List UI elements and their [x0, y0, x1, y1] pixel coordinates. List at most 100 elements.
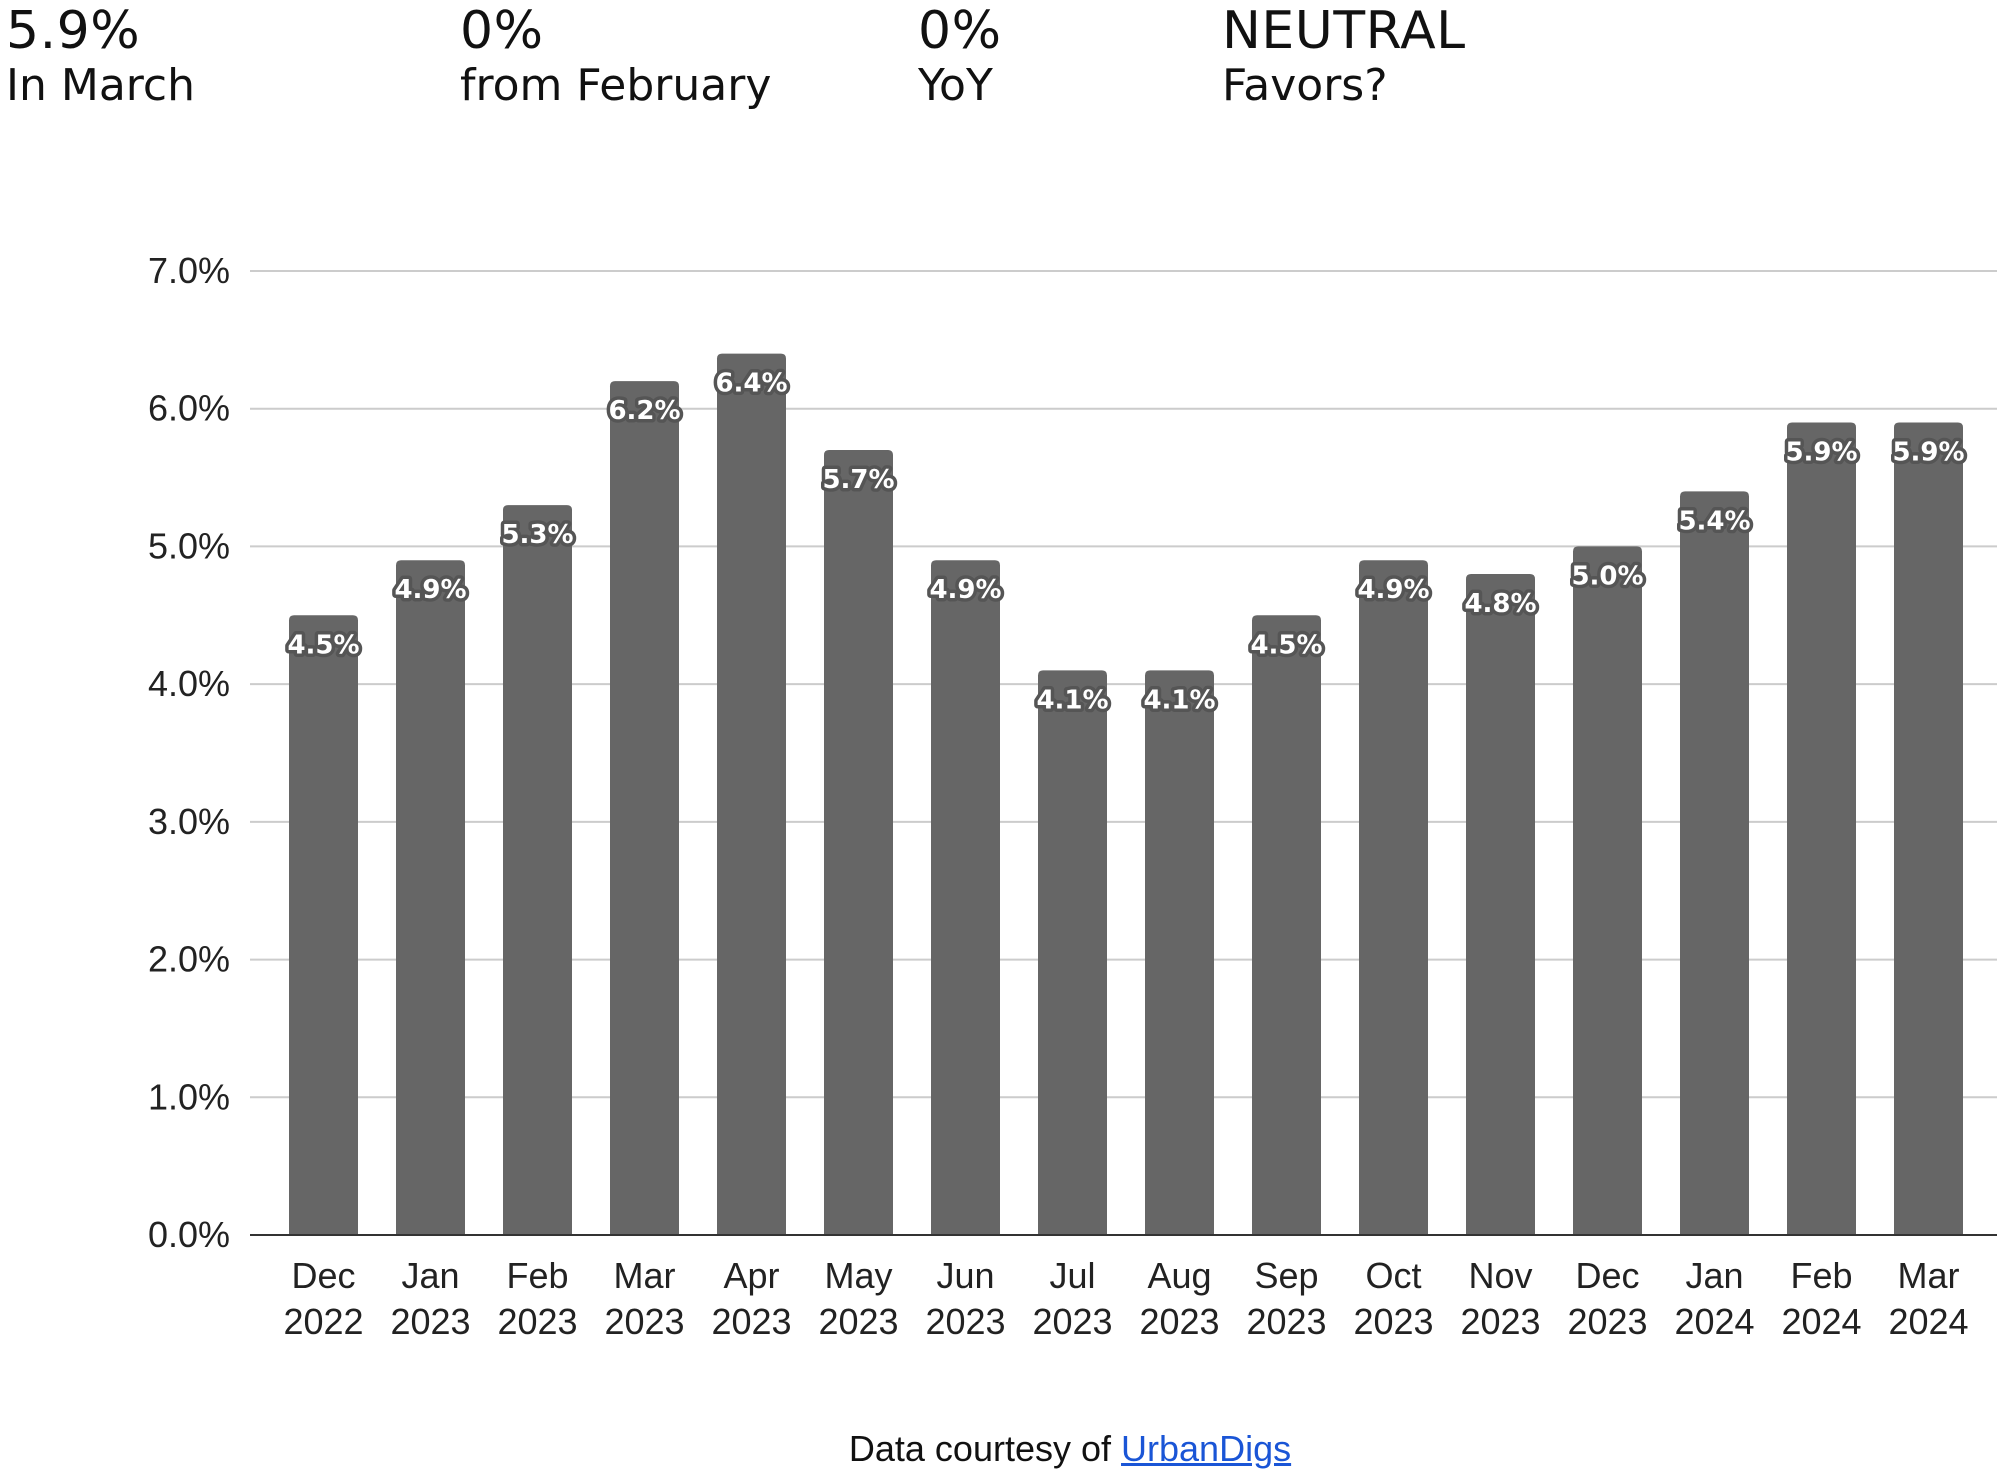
bar [717, 353, 786, 1236]
bar [931, 560, 1000, 1235]
bar-data-label: 6.4% [715, 369, 787, 399]
stat-favors: NEUTRAL Favors? [1222, 2, 1466, 112]
bars [289, 353, 1963, 1236]
bar-label-halo: 5.9% [1785, 437, 1857, 467]
bar-label-halo: 5.4% [1678, 506, 1750, 536]
bar-data-label: 4.1% [1143, 685, 1215, 715]
x-tick-year: 2023 [604, 1301, 684, 1342]
credit-prefix: Data courtesy of [848, 1428, 1112, 1469]
x-tick-month: Feb [506, 1255, 568, 1296]
x-tick-month: Jan [401, 1255, 459, 1296]
bar-data-label: 5.7% [822, 465, 894, 495]
bar-data-label: 5.0% [1571, 561, 1643, 591]
x-tick-year: 2023 [1353, 1301, 1433, 1342]
bar-label-halo: 4.8% [1464, 589, 1536, 619]
x-tick-year: 2023 [1567, 1301, 1647, 1342]
bar-data-label: 4.1% [1036, 685, 1108, 715]
x-tick-month: Oct [1365, 1255, 1421, 1296]
x-tick-year: 2023 [711, 1301, 791, 1342]
bar [396, 560, 465, 1235]
stat-value: 0% [918, 1, 1002, 61]
x-tick-month: May [824, 1255, 892, 1296]
bar-data-label: 4.9% [394, 575, 466, 605]
x-tick-year: 2024 [1674, 1301, 1754, 1342]
bar-label-halo: 5.9% [1892, 437, 1964, 467]
data-credit: Data courtesy of UrbanDigs [0, 1428, 1999, 1470]
stat-month-change: 0% from February [460, 2, 771, 112]
bar [1787, 422, 1856, 1235]
bar-data-label: 5.4% [1678, 506, 1750, 536]
x-axis-ticks: Dec 2022 Jan 2023 Feb 2023 Mar 2023 Apr 2023 May 20… [283, 1255, 1968, 1342]
bar-data-label: 5.3% [501, 520, 573, 550]
y-tick-label: 5.0% [148, 525, 230, 566]
stat-caption: In March [6, 60, 195, 111]
x-tick-month: Jun [936, 1255, 994, 1296]
bar-data-label: 4.9% [1357, 575, 1429, 605]
stat-caption: from February [460, 60, 772, 111]
bar-label-halo: 4.1% [1036, 685, 1108, 715]
stat-value: 5.9% [6, 1, 141, 61]
x-tick-month: Jul [1049, 1255, 1095, 1296]
x-tick-year: 2023 [925, 1301, 1005, 1342]
bar [1466, 573, 1535, 1235]
bar-data-label: 4.8% [1464, 589, 1536, 619]
x-tick-year: 2023 [1460, 1301, 1540, 1342]
bar-label-halo: 4.9% [1357, 575, 1429, 605]
bar-label-halo: 6.2% [608, 396, 680, 426]
y-tick-label: 0.0% [148, 1214, 230, 1255]
x-tick-year: 2023 [497, 1301, 577, 1342]
bar [1252, 615, 1321, 1235]
y-tick-label: 1.0% [148, 1076, 230, 1117]
urbandigs-link[interactable]: UrbanDigs [1121, 1428, 1292, 1469]
bar-data-label: 6.2% [608, 396, 680, 426]
bar-data-label: 4.9% [929, 575, 1001, 605]
x-tick-month: Feb [1790, 1255, 1852, 1296]
x-tick-month: Mar [1898, 1255, 1960, 1296]
x-tick-year: 2024 [1781, 1301, 1861, 1342]
x-tick-year: 2024 [1888, 1301, 1968, 1342]
x-tick-month: Sep [1254, 1255, 1318, 1296]
bar-data-labels: 4.5%4.5%4.9%4.9%5.3%5.3%6.2%6.2%6.4%6.4%… [284, 365, 1968, 719]
y-tick-label: 4.0% [148, 663, 230, 704]
x-tick-month: Dec [1575, 1255, 1639, 1296]
bar [503, 505, 572, 1236]
bar [1573, 546, 1642, 1235]
bar-label-halo: 5.7% [822, 465, 894, 495]
bar [289, 615, 358, 1235]
bar-data-label: 4.5% [1250, 630, 1322, 660]
stat-current-value: 5.9% In March [6, 2, 195, 112]
x-tick-month: Dec [291, 1255, 355, 1296]
y-tick-label: 3.0% [148, 801, 230, 842]
stat-value: NEUTRAL [1222, 1, 1466, 61]
y-tick-label: 7.0% [148, 250, 230, 291]
bar [1359, 560, 1428, 1235]
bar-chart: 0.0% 1.0% 2.0% 3.0% 4.0% 5.0% 6.0% 7.0% 4.5% 4.5… [148, 250, 1997, 1342]
stat-caption: YoY [918, 60, 993, 111]
stat-value: 0% [460, 1, 544, 61]
x-tick-month: Aug [1147, 1255, 1211, 1296]
x-tick-month: Nov [1468, 1255, 1532, 1296]
bar-label-halo: 6.4% [715, 369, 787, 399]
x-tick-year: 2023 [1246, 1301, 1326, 1342]
x-tick-year: 2022 [283, 1301, 363, 1342]
bar-label-halo: 4.5% [287, 630, 359, 660]
bar [1894, 422, 1963, 1235]
bar-label-halo: 4.1% [1143, 685, 1215, 715]
bar [1038, 670, 1107, 1235]
x-tick-year: 2023 [390, 1301, 470, 1342]
bar [824, 450, 893, 1235]
bar-label-halo: 5.3% [501, 520, 573, 550]
x-tick-month: Mar [614, 1255, 676, 1296]
bar-label-halo: 4.5% [1250, 630, 1322, 660]
stat-caption: Favors? [1222, 60, 1388, 111]
y-tick-label: 2.0% [148, 939, 230, 980]
bar [610, 381, 679, 1236]
bar-data-label: 5.9% [1785, 437, 1857, 467]
bar-label-halo: 4.9% [394, 575, 466, 605]
bar-label-halo: 5.0% [1571, 561, 1643, 591]
x-tick-year: 2023 [1032, 1301, 1112, 1342]
x-tick-year: 2023 [1139, 1301, 1219, 1342]
x-tick-year: 2023 [818, 1301, 898, 1342]
bar [1145, 670, 1214, 1235]
y-tick-label: 6.0% [148, 388, 230, 429]
